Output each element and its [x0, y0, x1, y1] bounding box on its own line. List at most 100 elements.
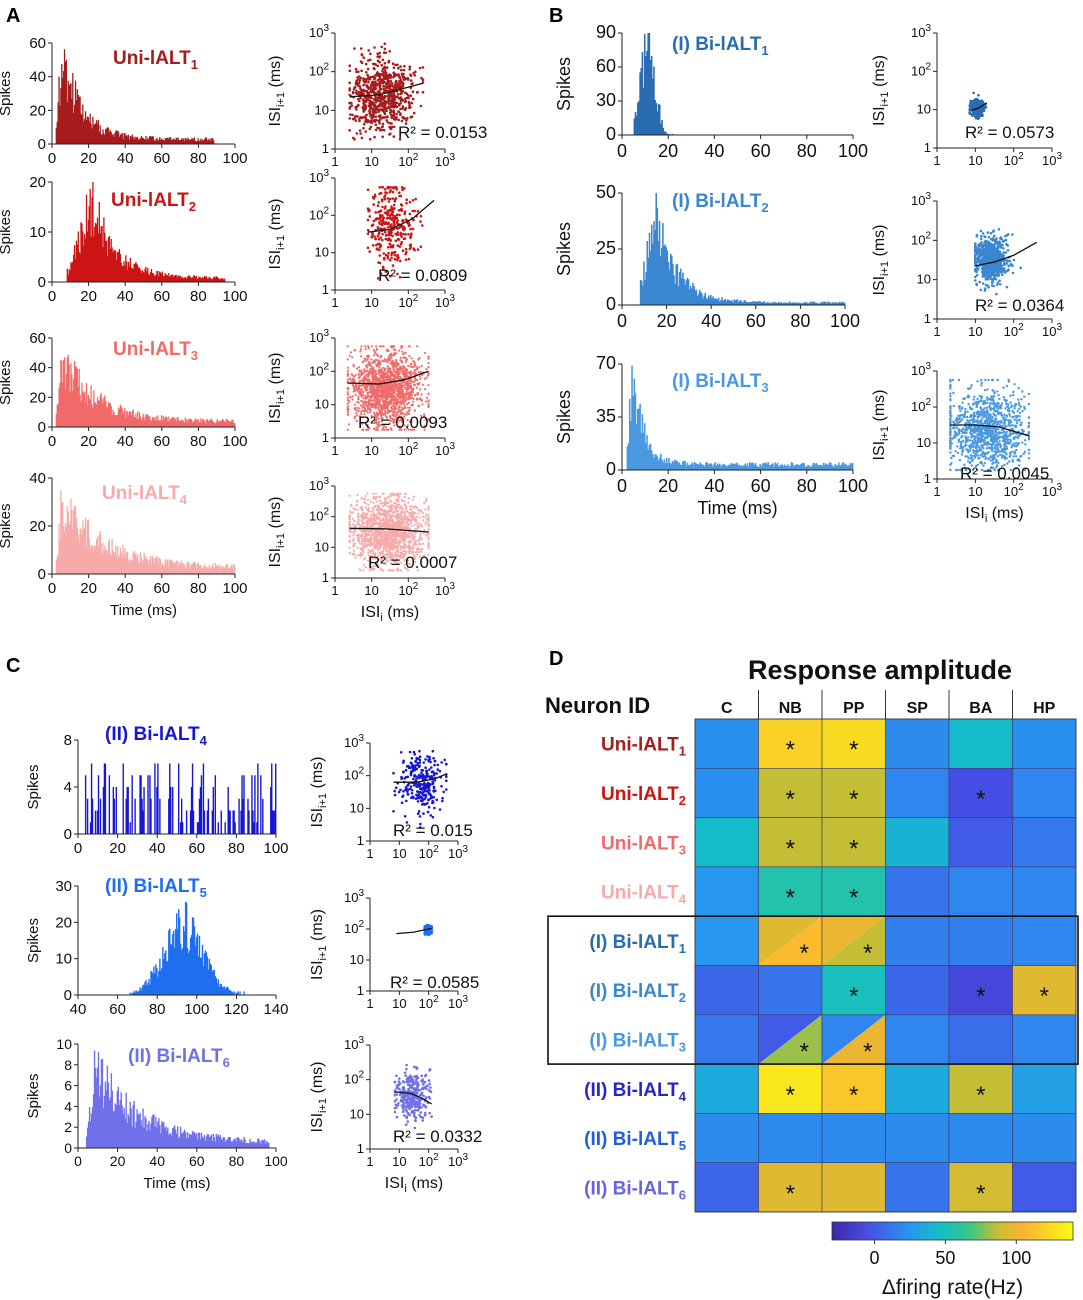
scatter-point [366, 543, 369, 546]
histogram-bar [161, 419, 164, 427]
scatter-point [417, 358, 420, 361]
y-axis-label: Spikes [0, 360, 14, 405]
histogram-bar [184, 276, 186, 282]
histogram-bar [75, 240, 78, 282]
histogram-bar [106, 554, 109, 574]
scatter-point [346, 413, 349, 416]
scatter-point [366, 84, 369, 88]
scatter-point [411, 90, 415, 93]
scatter-point [401, 371, 404, 375]
histogram-bar [127, 560, 130, 574]
histogram-bar [189, 275, 191, 282]
histogram-bar [188, 418, 190, 427]
scatter-point [362, 517, 365, 520]
y-tick-label: 10 [315, 397, 329, 412]
scatter-point [413, 506, 416, 509]
scatter-point [393, 74, 396, 78]
scatter-point [392, 390, 395, 393]
scatter-point [409, 115, 413, 119]
histogram-bar [198, 140, 200, 144]
x-tick-label: 60 [153, 150, 170, 167]
scatter-point [416, 248, 420, 251]
histogram-bar [137, 411, 139, 427]
scatter-point [382, 216, 386, 219]
scatter-point [398, 503, 401, 506]
x-tick-label: 60 [153, 288, 170, 305]
histogram-bar [157, 270, 159, 282]
scatter-point [390, 516, 393, 519]
r-squared-label: R² = 0.0093 [358, 413, 447, 432]
scatter-point [400, 505, 403, 508]
scatter-point [368, 364, 371, 367]
scatter-point [360, 345, 363, 348]
scatter-point [366, 532, 369, 536]
scatter-point [403, 428, 406, 431]
histogram-bar [141, 137, 143, 144]
scatter-point [358, 386, 361, 389]
scatter-point [360, 524, 363, 527]
histogram-bar [138, 562, 140, 574]
histogram-bar [178, 561, 180, 574]
scatter-point [409, 547, 412, 550]
histogram-bar [187, 137, 189, 144]
histogram-bar [130, 136, 132, 144]
histogram-bar [88, 398, 90, 427]
histogram-bar [80, 529, 82, 574]
histogram-bar [219, 420, 221, 427]
scatter-point [365, 401, 368, 404]
histogram-bar [165, 562, 167, 574]
scatter-point [382, 548, 385, 551]
histogram-bar [191, 563, 193, 574]
scatter-point [380, 198, 384, 201]
histogram-bar [110, 238, 112, 282]
scatter-point [370, 224, 374, 227]
scatter-point [386, 209, 390, 213]
histogram-title: Uni-lALT1 [113, 48, 198, 72]
scatter-point [356, 115, 359, 118]
histogram-bar [133, 416, 135, 427]
histogram-bar [84, 111, 87, 144]
tick-exponent: 3 [323, 328, 329, 339]
scatter-point [378, 51, 382, 55]
histogram-bar [234, 423, 236, 427]
histogram-bar [147, 268, 149, 282]
scatter-point [385, 415, 388, 418]
tick-base: 10 [364, 154, 378, 169]
scatter-point [397, 367, 400, 370]
scatter-point [368, 250, 372, 253]
histogram-bar [202, 277, 204, 282]
histogram-bar [116, 260, 118, 282]
scatter-point [382, 403, 385, 406]
scatter-point [405, 198, 409, 201]
scatter-point [367, 503, 370, 507]
histogram-bar [168, 138, 170, 144]
histogram-bar [124, 407, 126, 427]
y-tick-label: 10 [315, 102, 329, 117]
scatter-point [399, 545, 402, 548]
scatter-point [381, 223, 384, 227]
scatter-point [378, 499, 382, 502]
scatter-point [378, 75, 382, 78]
histogram-bar [116, 252, 119, 282]
histogram-bar [83, 529, 85, 574]
histogram-bar [179, 275, 181, 282]
x-tick-label: 100 [222, 433, 247, 450]
scatter-point [370, 345, 374, 348]
fit-curve [349, 82, 424, 98]
scatter-point [352, 534, 355, 537]
histogram-bar [211, 419, 213, 427]
tick-exponent: 2 [413, 152, 419, 163]
scatter-point [373, 354, 376, 357]
scatter-point [354, 119, 358, 122]
histogram-bar [117, 407, 120, 427]
scatter-point [398, 386, 401, 389]
x-tick-label: 100 [222, 580, 247, 597]
scatter-point [366, 492, 369, 495]
scatter-point [421, 515, 424, 518]
scatter-point [403, 404, 406, 408]
histogram-bar [101, 399, 103, 427]
scatter-point [355, 524, 358, 527]
histogram-bar [70, 262, 72, 282]
histogram-bar [202, 278, 205, 282]
scatter-point [374, 110, 377, 113]
